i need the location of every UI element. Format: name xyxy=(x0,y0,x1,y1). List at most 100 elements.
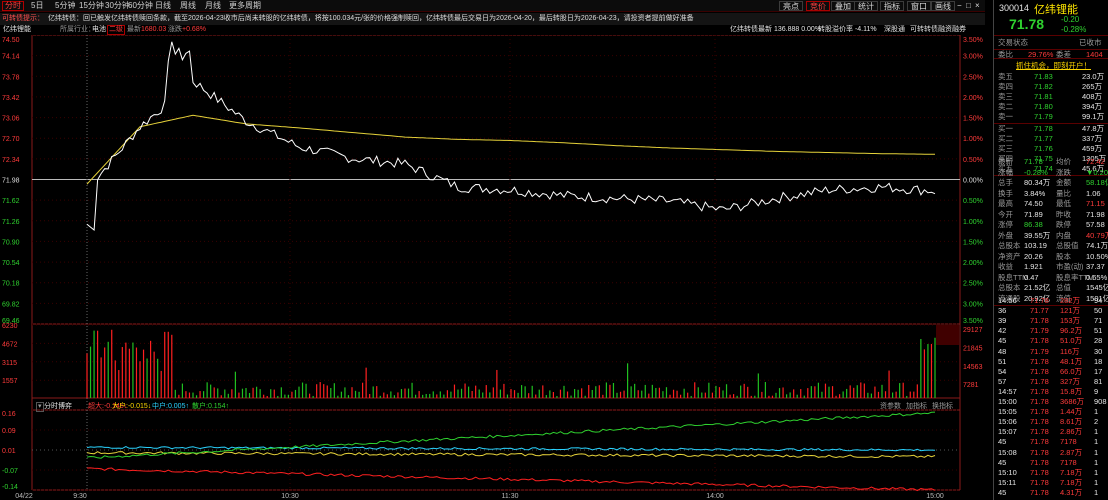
period-tab[interactable]: 60分钟 xyxy=(128,1,153,10)
add-indicator-button[interactable]: 加指标 xyxy=(906,403,927,410)
period-tab[interactable]: 日线 xyxy=(155,1,171,10)
volume-bar xyxy=(153,351,155,398)
indicator-line xyxy=(86,446,936,452)
industry-level-button[interactable]: 二级 xyxy=(107,25,125,35)
price-axis-label: 71.98 xyxy=(2,178,20,185)
bid-row: 买四 71.75 1305万 xyxy=(994,154,1108,164)
price-axis-label: 74.14 xyxy=(2,54,20,61)
indicator-switch-icon[interactable]: ▾ xyxy=(36,402,44,412)
maximize-icon[interactable]: □ xyxy=(966,1,971,10)
index-latest-value: 1680.03 xyxy=(141,26,167,33)
volume-bar xyxy=(195,395,198,398)
trade-price: 71.78 xyxy=(1030,296,1049,305)
period-tab[interactable]: 30分钟 xyxy=(105,1,130,10)
stock-title: 亿纬锂能 xyxy=(1034,4,1078,16)
trade-row: 48 71.79 116万 30 xyxy=(994,347,1108,357)
trade-volume: 7.18万 xyxy=(1060,467,1083,477)
change-indicator-button[interactable]: 换指标 xyxy=(932,403,953,410)
period-tab[interactable]: 月线 xyxy=(205,1,221,10)
volume-bar xyxy=(150,340,152,398)
stat-value: 3.84% xyxy=(1024,188,1046,198)
stat-value: 71.89 xyxy=(1024,209,1043,219)
indicator-name[interactable]: 分时博弈 xyxy=(44,403,72,410)
toolbar-button[interactable]: 画线 xyxy=(931,1,955,11)
period-tab[interactable]: 15分钟 xyxy=(79,1,104,10)
industry-link[interactable]: 电池 xyxy=(92,26,106,33)
stat-value-2: ▼0.20 xyxy=(1086,167,1108,177)
toolbar-button[interactable]: 窗口 xyxy=(907,1,931,11)
toolbar-button[interactable]: 指标 xyxy=(880,1,904,11)
trade-time: 36 xyxy=(998,306,1007,316)
period-tab[interactable]: 周线 xyxy=(180,1,196,10)
volume-bar xyxy=(323,384,325,398)
period-tab[interactable]: 5分钟 xyxy=(55,1,76,10)
volume-bar xyxy=(241,388,244,398)
open-account-link[interactable]: 抓住机会，即刻开户！ xyxy=(1016,61,1091,70)
trade-count: 51 xyxy=(1094,326,1103,336)
stat-label: 流通股 xyxy=(998,293,1021,303)
volume-bar xyxy=(252,387,254,398)
volume-bar xyxy=(344,387,346,398)
toolbar-button[interactable]: 叠加 xyxy=(831,1,855,11)
toolbar-button[interactable]: 统计 xyxy=(854,1,878,11)
volume-bar xyxy=(672,389,675,398)
index-change-value: +0.68% xyxy=(182,26,206,33)
indicator-axis-label: 0.16 xyxy=(2,411,16,418)
volume-bar xyxy=(598,385,600,398)
trade-time: 45 xyxy=(998,437,1007,447)
volume-bar xyxy=(107,341,109,398)
stat-row: 股息TTM 0.47 股息率TTM 0.65% xyxy=(994,273,1108,283)
volume-bar xyxy=(535,394,537,398)
stock-code: 300014 xyxy=(999,3,1030,13)
indicator-mid: 中户:0.005↑ xyxy=(152,403,189,410)
period-tab[interactable]: 更多周期 xyxy=(229,1,261,10)
trade-row: 14:56 71.78 282万 94 xyxy=(994,296,1108,306)
hk-connect-button[interactable]: 深股通 xyxy=(884,26,905,33)
average-price-line xyxy=(86,114,936,185)
volume-bar xyxy=(701,392,703,398)
trade-count: 1 xyxy=(1094,407,1099,417)
trade-time: 15:07 xyxy=(998,427,1017,437)
volume-bar xyxy=(263,394,265,398)
intraday-chart[interactable]: 74.50 74.14 73.78 73.42 73.06 72.70 72.34 71.98… xyxy=(0,35,992,500)
volume-bar xyxy=(542,385,544,398)
bid-row: 买一 71.78 47.8万 xyxy=(994,124,1108,134)
volume-bar xyxy=(513,390,516,398)
stat-row: 总股本 21.52亿 总值 1545亿 xyxy=(994,283,1108,293)
bid-row: 买五 71.74 45.6万 xyxy=(994,164,1108,174)
toolbar-button[interactable]: 竞价 xyxy=(806,1,830,11)
quote-change-pct: -0.28% xyxy=(1061,25,1087,34)
minimize-icon[interactable]: − xyxy=(957,1,962,10)
price-axis-label: 69.46 xyxy=(2,318,20,325)
volume-bar xyxy=(708,382,710,398)
stat-value: -0.28% xyxy=(1024,167,1048,177)
volume-bar xyxy=(217,388,219,398)
stat-label: 换手 xyxy=(998,188,1013,198)
close-icon[interactable]: × xyxy=(975,1,980,10)
volume-bar xyxy=(902,382,904,398)
volume-axis-label: 4672 xyxy=(2,341,18,348)
ask-volume: 23.0万 xyxy=(1082,72,1105,81)
volume-bar xyxy=(800,389,802,398)
volume-bar xyxy=(676,390,678,398)
volume-bar xyxy=(294,389,297,398)
volume-bar xyxy=(690,395,692,398)
stat-row: 流通股 20.92亿 流值 1501亿 xyxy=(994,294,1108,304)
volume-bar xyxy=(210,384,212,398)
stat-row: 涨幅 -0.28% 涨跌 ▼0.20 xyxy=(994,168,1108,178)
indicator-params-button[interactable]: 资参数 xyxy=(880,403,901,410)
margin-button[interactable]: 融资融券 xyxy=(938,26,966,33)
period-tab[interactable]: 5日 xyxy=(31,1,44,10)
trade-count: 1 xyxy=(1094,437,1099,447)
bid-level-label: 买一 xyxy=(998,124,1013,133)
volume-bar xyxy=(280,387,282,398)
volume-bar xyxy=(277,395,279,398)
price-axis-label: 73.42 xyxy=(2,95,20,102)
convertible-button[interactable]: 可转转债 xyxy=(910,26,938,33)
ask-volume: 408万 xyxy=(1082,92,1103,101)
period-tab[interactable]: 分时 xyxy=(2,1,24,11)
volume-bar xyxy=(227,393,229,398)
volume-bar xyxy=(390,391,392,398)
volume-bar xyxy=(856,385,858,398)
toolbar-button[interactable]: 亮点 xyxy=(779,1,803,11)
